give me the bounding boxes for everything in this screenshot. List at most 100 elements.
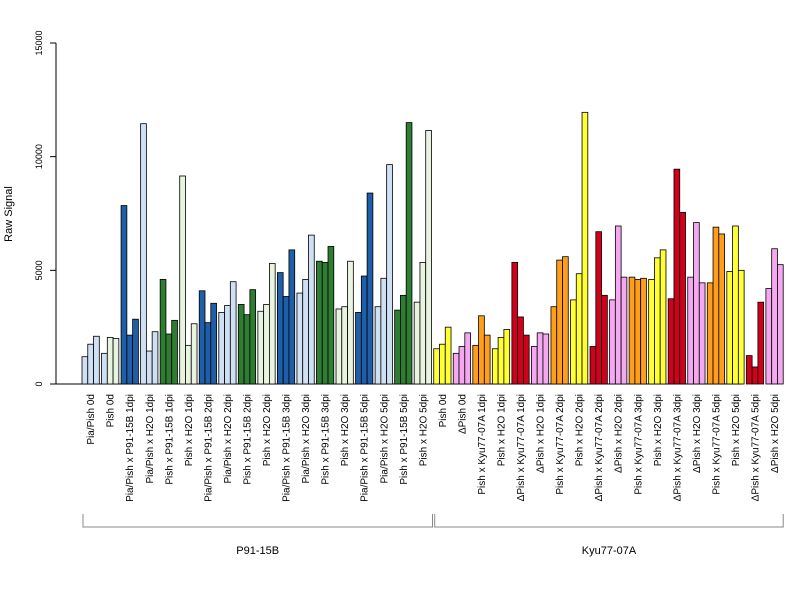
x-tick-label: Pish x Kyu77-07A 3dpi xyxy=(633,394,644,495)
bar xyxy=(478,315,485,385)
x-tick-label: ΔPish x Kyu77-07A 1dpi xyxy=(516,394,527,501)
bar xyxy=(726,271,733,385)
x-tick-label: Pish 0d xyxy=(438,394,449,427)
bar xyxy=(112,338,120,385)
bar xyxy=(464,332,471,385)
bar xyxy=(185,344,192,385)
bar xyxy=(765,288,773,385)
bar xyxy=(210,302,217,385)
x-tick-label: ΔPish x H2O 2dpi xyxy=(614,394,625,473)
x-tick-labels: Pia/Pish 0d Pish 0d Pia/Pish x P91-15B 1dp… xyxy=(86,394,781,502)
x-tick-label: Pish x H2O 1dpi xyxy=(496,394,507,466)
bar xyxy=(394,309,401,385)
x-tick-label: Pia/Pish x H2O 2dpi xyxy=(223,394,234,484)
bar xyxy=(673,168,681,385)
bar xyxy=(341,306,348,385)
bar xyxy=(288,249,296,385)
x-tick-label: Pia/Pish x H2O 3dpi xyxy=(301,394,312,484)
bar xyxy=(425,130,432,385)
bar xyxy=(159,279,167,385)
x-tick-label: Pish 0d xyxy=(106,394,117,427)
bar xyxy=(503,329,511,385)
bar xyxy=(386,164,393,385)
y-axis: 0 5000 10000 15000 xyxy=(34,30,57,387)
bar xyxy=(347,260,354,385)
bar xyxy=(302,279,309,385)
x-tick-label: Pia/Pish x P91-15B 5dpi xyxy=(360,394,371,502)
bracket-label: Kyu77-07A xyxy=(582,545,637,557)
bar xyxy=(777,264,784,385)
bar xyxy=(335,308,343,385)
bracket-label: P91-15B xyxy=(236,545,279,557)
bar xyxy=(472,344,479,385)
bar xyxy=(243,314,251,385)
bar xyxy=(575,273,583,385)
x-tick-label: Pish x H2O 2dpi xyxy=(575,394,586,466)
group-brackets: P91-15B Kyu77-07A xyxy=(82,514,784,557)
bar xyxy=(237,304,245,385)
bar xyxy=(444,326,452,385)
bar xyxy=(737,269,745,385)
bar xyxy=(570,299,577,385)
bar xyxy=(120,205,128,385)
bar xyxy=(483,334,491,385)
bar xyxy=(355,311,362,385)
bracket-line xyxy=(434,514,784,528)
bar xyxy=(360,275,368,385)
x-tick-label: Pia/Pish x H2O 5dpi xyxy=(379,394,390,484)
bar xyxy=(679,211,686,385)
bar xyxy=(491,348,499,385)
bar xyxy=(366,192,374,385)
bar xyxy=(698,282,706,385)
x-tick-label: Pish x P91-15B 2dpi xyxy=(242,394,253,485)
bar xyxy=(198,290,206,385)
bar xyxy=(497,336,505,385)
bar xyxy=(628,276,636,385)
bar xyxy=(93,335,100,385)
x-tick-label: Pia/Pish x P91-15B 3dpi xyxy=(282,394,293,502)
bar xyxy=(659,249,667,385)
x-tick-label: ΔPish x H2O 1dpi xyxy=(536,394,547,473)
bar xyxy=(452,352,460,385)
x-tick-label: ΔPish x H2O 3dpi xyxy=(692,394,703,473)
x-tick-label: Pish x Kyu77-07A 5dpi xyxy=(711,394,722,495)
bar xyxy=(556,259,563,385)
bracket-line xyxy=(82,514,433,528)
bar xyxy=(732,225,739,385)
bar xyxy=(179,175,186,385)
bar xyxy=(654,257,661,385)
x-tick-label: Pish x Kyu77-07A 1dpi xyxy=(477,394,488,495)
x-tick-label: Pia/Pish 0d xyxy=(86,394,97,445)
y-axis-label: Raw Signal xyxy=(3,186,15,242)
bar xyxy=(380,277,388,385)
bar xyxy=(229,281,237,385)
bar xyxy=(296,292,304,385)
bar xyxy=(581,111,589,385)
bar xyxy=(276,272,284,385)
bar xyxy=(523,334,530,385)
bar xyxy=(771,248,778,385)
bar xyxy=(87,343,94,385)
bar xyxy=(106,336,114,385)
bar xyxy=(601,294,608,385)
x-tick-label: Pish x H2O 2dpi xyxy=(262,394,273,466)
y-tick-label: 10000 xyxy=(34,144,44,169)
bar xyxy=(595,231,602,385)
x-tick-label: Pish x P91-15B 3dpi xyxy=(321,394,332,485)
bar xyxy=(562,256,569,385)
bar xyxy=(609,299,616,385)
bar xyxy=(687,276,694,385)
bar xyxy=(101,352,108,385)
bar xyxy=(614,225,622,385)
bar xyxy=(171,319,178,385)
x-tick-label: Pish x H2O 5dpi xyxy=(731,394,742,466)
x-tick-label: ΔPish x Kyu77-07A 2dpi xyxy=(594,394,605,501)
bar xyxy=(316,260,323,385)
bar xyxy=(718,233,725,385)
bar xyxy=(439,343,446,385)
bar xyxy=(751,366,759,385)
bar xyxy=(517,316,524,385)
bar xyxy=(190,323,198,385)
x-tick-label: Pia/Pish x P91-15B 2dpi xyxy=(203,394,214,502)
